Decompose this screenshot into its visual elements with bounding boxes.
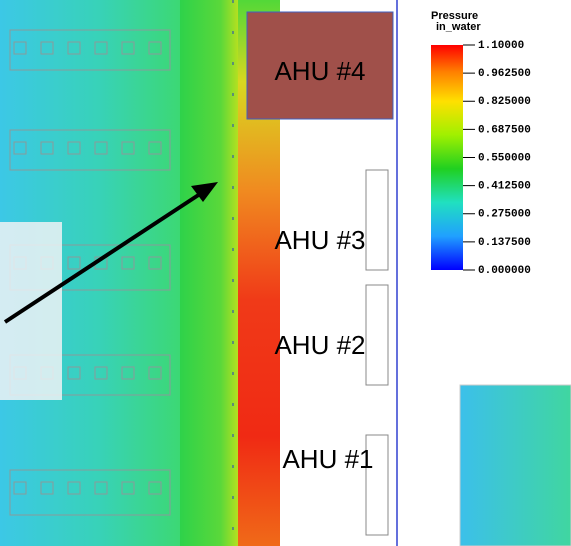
tick-label: 0.412500 [478,181,531,193]
room-cell [121,481,135,495]
overlay [0,222,62,400]
tick-label: 0.550000 [478,152,531,164]
tick-label: 0.275000 [478,209,531,221]
legend-unit: in_water [436,21,481,33]
tick-label: 1.10000 [478,40,524,52]
unit-outline [365,169,389,271]
room-cell [67,256,81,270]
tick-label: 0.962500 [478,68,531,80]
arrow [3,192,202,324]
tick-label: 0.137500 [478,237,531,249]
room-cell [67,141,81,155]
tick-label: 0.825000 [478,96,531,108]
unit-outline [365,284,389,386]
room-cell [121,141,135,155]
ahu-box [246,11,394,120]
colorbar [431,45,463,270]
room-cell [94,41,108,55]
room-cell [67,41,81,55]
room-cell [40,481,54,495]
room-cell [13,481,27,495]
room-cell [13,41,27,55]
tick-label: 0.687500 [478,124,531,136]
room-cell [67,481,81,495]
corridor-field [180,0,238,546]
room-cell [148,481,162,495]
room-row [9,29,171,71]
ahu-label: AHU #3 [274,225,365,255]
room-row [9,469,171,516]
room-cell [94,366,108,380]
room-cell [40,41,54,55]
arrow-head [191,182,218,202]
unit-outline [365,434,389,536]
room-cell [148,141,162,155]
room-cell [121,41,135,55]
room-cell [148,41,162,55]
room-cell [121,256,135,270]
ahu-label: AHU #1 [282,444,373,474]
room-cell [148,256,162,270]
room-cell [148,366,162,380]
room-cell [121,366,135,380]
room-cell [94,481,108,495]
room-cell [40,141,54,155]
tick-label: 0.000000 [478,265,531,277]
room-cell [13,141,27,155]
room-cell [94,141,108,155]
room-row [9,129,171,171]
ahu-label: AHU #4 [274,56,365,86]
ahu-label: AHU #2 [274,330,365,360]
legend-title: Pressure [431,10,478,22]
inset-view [459,384,571,546]
room-cell [67,366,81,380]
